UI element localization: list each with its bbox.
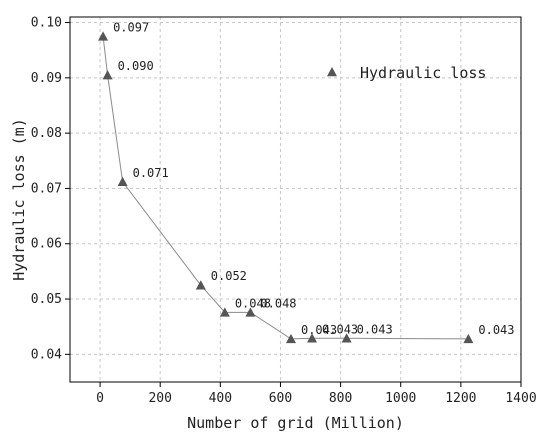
data-label: 0.097 (113, 20, 149, 34)
y-tick-label: 0.10 (31, 16, 62, 31)
data-label: 0.052 (211, 269, 247, 283)
data-label: 0.043 (322, 322, 358, 336)
y-tick-label: 0.09 (31, 71, 62, 86)
data-point (195, 280, 206, 290)
y-tick-label: 0.07 (31, 181, 62, 196)
y-tick-label: 0.05 (31, 292, 62, 307)
data-point (245, 307, 256, 317)
x-tick-label: 200 (148, 391, 171, 406)
data-point (341, 333, 352, 343)
x-tick-label: 1400 (505, 391, 536, 406)
legend-label: Hydraulic loss (360, 64, 486, 82)
data-label: 0.048 (260, 296, 296, 310)
data-point (307, 333, 318, 343)
data-point (98, 31, 109, 41)
x-tick-label: 1000 (385, 391, 416, 406)
x-axis-title: Number of grid (Million) (187, 414, 404, 432)
series-hydraulic-loss: 0.0970.0900.0710.0520.0480.0480.0430.043… (98, 20, 515, 344)
x-tick-label: 0 (96, 391, 104, 406)
data-label: 0.071 (133, 166, 169, 180)
data-point (117, 176, 128, 187)
data-label: 0.048 (235, 296, 271, 310)
data-point (285, 333, 296, 344)
x-tick-label: 400 (209, 391, 232, 406)
legend: Hydraulic loss (327, 64, 486, 82)
data-point (219, 307, 230, 317)
data-label: 0.090 (118, 59, 154, 73)
y-axis-title: Hydraulic loss (m) (10, 118, 28, 281)
data-label: 0.043 (478, 323, 514, 337)
series-line (102, 36, 469, 340)
x-tick-label: 600 (269, 391, 292, 406)
y-tick-label: 0.04 (31, 347, 62, 362)
data-point (463, 333, 474, 344)
x-tick-label: 800 (329, 391, 352, 406)
plot-area-frame (69, 16, 522, 383)
legend-triangle-marker (327, 67, 337, 77)
data-label: 0.043 (357, 322, 393, 336)
data-point (102, 70, 113, 80)
y-tick-label: 0.06 (31, 237, 62, 252)
axis-ticks: 0 200 400 600 800 1000 1200 1400 0.04 0.05 0.06 0.0… (31, 16, 537, 406)
x-tick-label: 1200 (445, 391, 476, 406)
data-label: 0.043 (301, 323, 337, 337)
y-tick-label: 0.08 (31, 126, 62, 141)
